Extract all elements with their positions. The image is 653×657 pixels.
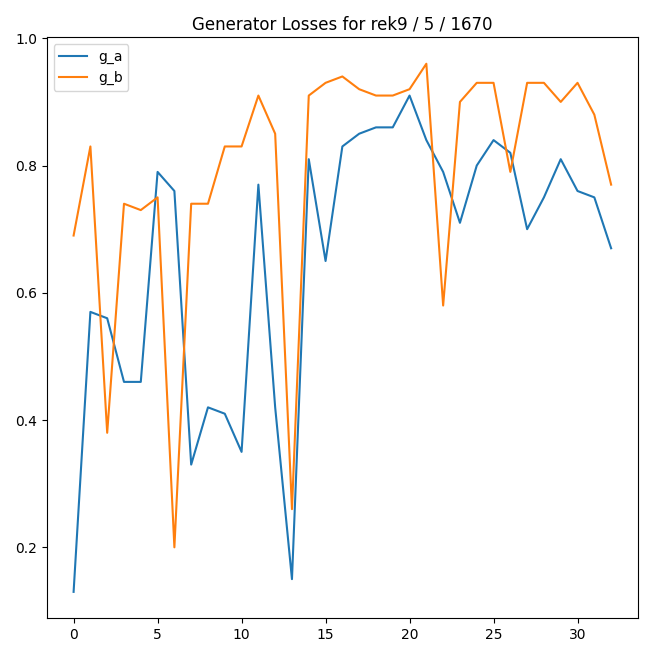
g_b <box>86 143 94 150</box>
g_b <box>120 200 128 208</box>
g_b <box>473 79 481 87</box>
g_b <box>204 200 212 208</box>
Title: Generator Losses for rek9 / 5 / 1670: Generator Losses for rek9 / 5 / 1670 <box>192 15 492 33</box>
g_a <box>103 314 111 322</box>
g_a <box>221 410 229 418</box>
g_b <box>439 302 447 309</box>
g_b <box>238 143 246 150</box>
g_a <box>255 181 263 189</box>
g_b <box>338 72 346 80</box>
g_a <box>204 403 212 411</box>
g_b <box>573 79 581 87</box>
g_a <box>490 136 498 144</box>
g_a <box>305 155 313 163</box>
g_a <box>439 168 447 176</box>
g_a <box>120 378 128 386</box>
g_a <box>590 193 598 201</box>
g_a <box>422 136 430 144</box>
g_a <box>523 225 531 233</box>
g_a <box>573 187 581 195</box>
g_b <box>255 91 263 99</box>
g_b <box>103 429 111 437</box>
g_a <box>271 403 279 411</box>
g_a <box>355 130 363 138</box>
g_b <box>389 91 396 99</box>
g_a <box>607 244 615 252</box>
Line: g_b: g_b <box>74 64 611 547</box>
g_b <box>557 98 565 106</box>
g_b <box>221 143 229 150</box>
g_b <box>490 79 498 87</box>
g_a <box>406 91 413 99</box>
g_b <box>288 505 296 513</box>
g_a <box>70 588 78 596</box>
g_b <box>187 200 195 208</box>
g_a <box>456 219 464 227</box>
g_b <box>607 181 615 189</box>
g_a <box>473 162 481 170</box>
g_a <box>389 124 396 131</box>
g_b <box>456 98 464 106</box>
g_a <box>507 149 515 157</box>
Legend: g_a, g_b: g_a, g_b <box>54 44 129 91</box>
g_b <box>422 60 430 68</box>
g_a <box>322 257 330 265</box>
Line: g_a: g_a <box>74 95 611 592</box>
g_b <box>170 543 178 551</box>
g_b <box>271 130 279 138</box>
g_b <box>322 79 330 87</box>
g_a <box>288 575 296 583</box>
g_a <box>187 461 195 468</box>
g_a <box>170 187 178 195</box>
g_b <box>523 79 531 87</box>
g_a <box>153 168 161 176</box>
g_b <box>137 206 145 214</box>
g_b <box>406 85 413 93</box>
g_b <box>70 232 78 240</box>
g_b <box>590 110 598 118</box>
g_a <box>86 308 94 316</box>
g_a <box>540 193 548 201</box>
g_b <box>153 193 161 201</box>
g_b <box>507 168 515 176</box>
g_a <box>338 143 346 150</box>
g_a <box>557 155 565 163</box>
g_a <box>372 124 380 131</box>
g_b <box>305 91 313 99</box>
g_a <box>238 448 246 456</box>
g_a <box>137 378 145 386</box>
g_b <box>355 85 363 93</box>
g_b <box>540 79 548 87</box>
g_b <box>372 91 380 99</box>
